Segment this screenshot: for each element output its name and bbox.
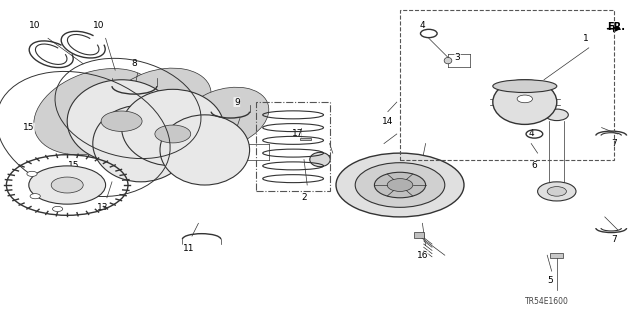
Ellipse shape (109, 68, 211, 136)
Ellipse shape (145, 103, 239, 165)
Text: 15: 15 (42, 181, 54, 189)
Circle shape (155, 125, 191, 143)
Text: 4: 4 (529, 130, 534, 138)
Text: 7: 7 (612, 139, 617, 148)
Text: 1: 1 (583, 34, 588, 43)
Ellipse shape (122, 89, 224, 166)
Circle shape (374, 172, 426, 198)
Ellipse shape (493, 80, 557, 124)
Text: 14: 14 (381, 117, 393, 126)
Ellipse shape (34, 69, 158, 155)
Text: 15: 15 (23, 123, 35, 132)
Circle shape (29, 166, 106, 204)
Ellipse shape (493, 80, 557, 93)
Bar (414, 232, 424, 238)
Text: 5: 5 (548, 276, 553, 285)
Text: 10: 10 (29, 21, 41, 30)
Text: 15: 15 (68, 161, 79, 170)
Circle shape (355, 163, 445, 207)
Circle shape (336, 153, 464, 217)
Ellipse shape (93, 105, 189, 182)
Circle shape (517, 95, 532, 103)
Text: 12: 12 (321, 155, 332, 164)
Circle shape (547, 187, 566, 196)
Text: 16: 16 (417, 251, 428, 260)
Ellipse shape (179, 87, 269, 149)
Circle shape (52, 206, 63, 211)
Text: 4: 4 (420, 21, 425, 30)
Bar (300, 138, 311, 140)
Circle shape (101, 111, 142, 131)
Text: 10: 10 (93, 21, 105, 30)
Text: 8: 8 (132, 59, 137, 68)
Circle shape (387, 179, 413, 191)
Text: 11: 11 (183, 244, 195, 253)
Text: 3: 3 (455, 53, 460, 62)
Ellipse shape (160, 115, 250, 185)
Ellipse shape (444, 57, 452, 64)
Circle shape (27, 171, 37, 176)
Circle shape (545, 109, 568, 121)
Circle shape (538, 182, 576, 201)
Text: 9: 9 (234, 98, 239, 107)
Circle shape (51, 177, 83, 193)
Text: 6: 6 (532, 161, 537, 170)
Text: 13: 13 (97, 203, 108, 212)
Circle shape (30, 194, 40, 199)
Bar (256, 102, 330, 191)
Text: 7: 7 (612, 235, 617, 244)
Text: 2: 2 (301, 193, 307, 202)
Text: 17: 17 (292, 130, 303, 138)
Ellipse shape (67, 80, 176, 163)
Text: TR54E1600: TR54E1600 (525, 297, 569, 306)
Text: FR.: FR. (607, 22, 625, 32)
Bar (550, 253, 563, 258)
Ellipse shape (310, 152, 330, 167)
Bar (400, 10, 614, 159)
